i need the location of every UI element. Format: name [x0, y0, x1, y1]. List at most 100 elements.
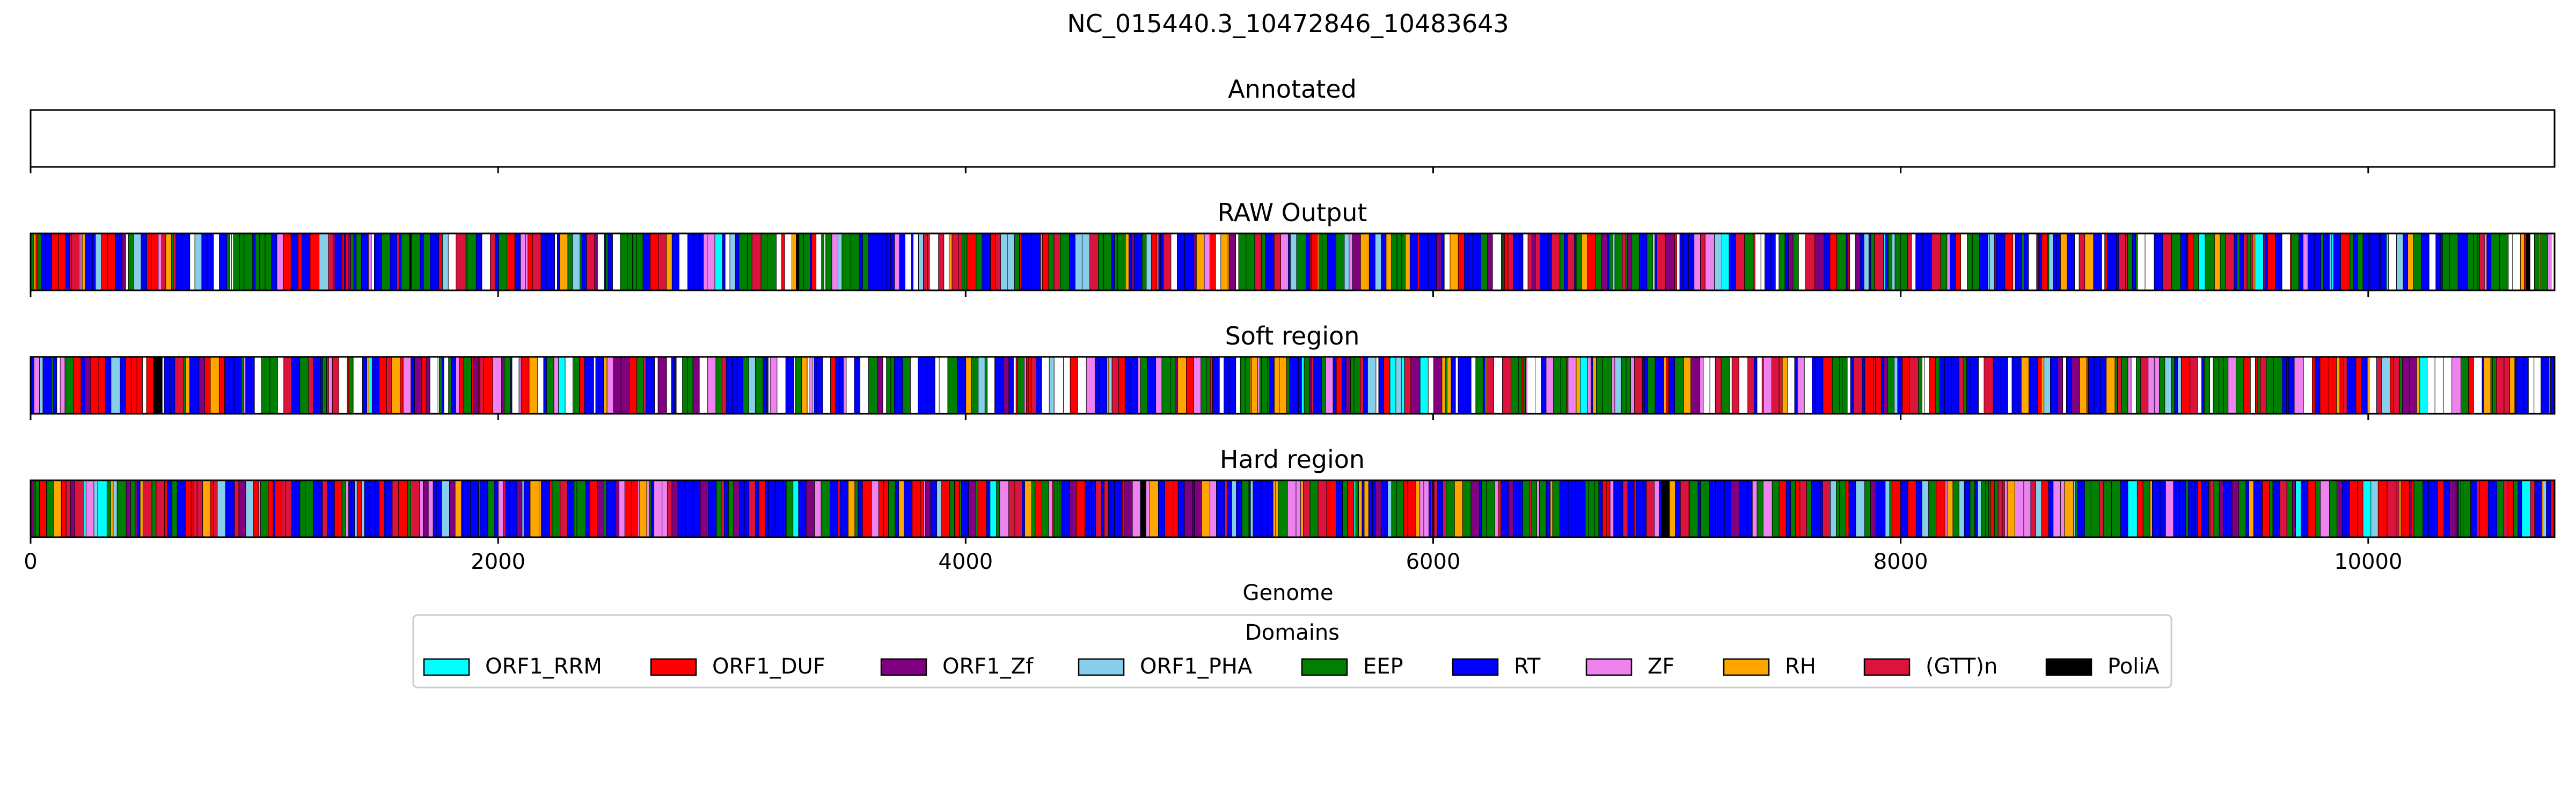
domain-segment: [1261, 233, 1266, 291]
domain-segment: [2443, 356, 2453, 414]
domain-segment: [51, 356, 54, 414]
domain-segment: [1659, 480, 1662, 538]
domain-segment: [2209, 356, 2214, 414]
domain-segment: [1532, 233, 1536, 291]
domain-segment: [1931, 233, 1941, 291]
domain-segment: [2273, 356, 2283, 414]
domain-segment: [1574, 233, 1577, 291]
domain-segment: [1111, 356, 1119, 414]
domain-segment: [421, 356, 427, 414]
domain-segment: [1319, 233, 1322, 291]
domain-segment: [1300, 480, 1304, 538]
legend-title: Domains: [1245, 620, 1340, 645]
domain-segment: [319, 233, 329, 291]
domain-segment: [2041, 356, 2045, 414]
domain-segment: [2154, 233, 2163, 291]
domain-segment: [1887, 356, 1895, 414]
domain-segment: [1486, 480, 1495, 538]
domain-segment: [69, 233, 72, 291]
domain-segment: [2044, 356, 2051, 414]
domain-segment: [830, 480, 838, 538]
domain-segment: [2252, 233, 2256, 291]
domain-segment: [1309, 356, 1312, 414]
domain-segment: [2314, 233, 2321, 291]
domain-segment: [707, 356, 716, 414]
domain-segment: [1246, 233, 1255, 291]
domain-segment: [1870, 480, 1876, 538]
domain-segment: [65, 480, 71, 538]
domain-segment: [538, 480, 542, 538]
legend-swatch: [880, 658, 927, 676]
domain-segment: [2523, 356, 2529, 414]
domain-segment: [2246, 233, 2251, 291]
domain-segment: [2312, 356, 2316, 414]
domain-segment: [996, 480, 1000, 538]
domain-segment: [1622, 233, 1626, 291]
domain-segment: [442, 356, 444, 414]
domain-segment: [995, 233, 1001, 291]
domain-segment: [1842, 356, 1848, 414]
domain-segment: [934, 356, 940, 414]
domain-segment: [682, 356, 688, 414]
domain-segment: [219, 233, 228, 291]
domain-segment: [1194, 356, 1202, 414]
domain-segment: [1935, 356, 1940, 414]
domain-segment: [1267, 480, 1274, 538]
domain-segment: [1386, 233, 1392, 291]
domain-segment: [883, 480, 889, 538]
domain-segment: [1475, 356, 1483, 414]
domain-segment: [2380, 233, 2387, 291]
legend-label: ZF: [1648, 654, 1674, 679]
legend-label: ORF1_RRM: [485, 654, 602, 679]
domain-segment: [1360, 233, 1370, 291]
domain-segment: [1642, 356, 1645, 414]
domain-segment: [843, 356, 847, 414]
domain-segment: [816, 233, 822, 291]
domain-segment: [2507, 480, 2514, 538]
domain-segment: [520, 233, 526, 291]
domain-segment: [699, 233, 704, 291]
domain-segment: [2249, 480, 2254, 538]
domain-segment: [85, 480, 94, 538]
domain-segment: [1581, 233, 1588, 291]
domain-segment: [1193, 233, 1197, 291]
domain-segment: [1661, 480, 1670, 538]
domain-segment: [115, 233, 122, 291]
domain-segment: [487, 480, 495, 538]
domain-segment: [1535, 233, 1540, 291]
domain-segment: [1151, 233, 1158, 291]
domain-segment: [1836, 480, 1840, 538]
domain-segment: [254, 356, 262, 414]
track-0: Annotated: [30, 75, 2556, 173]
domain-segment: [271, 233, 277, 291]
domain-segment: [692, 356, 700, 414]
domain-segment: [887, 233, 891, 291]
domain-segment: [1274, 356, 1280, 414]
domain-segment: [1864, 480, 1871, 538]
domain-segment: [1552, 480, 1560, 538]
domain-segment: [726, 356, 733, 414]
domain-segment: [285, 480, 292, 538]
domain-segment: [175, 233, 182, 291]
domain-segment: [1814, 356, 1824, 414]
domain-segment: [2214, 233, 2221, 291]
domain-segment: [1744, 233, 1754, 291]
domain-segment: [2428, 233, 2436, 291]
domain-segment: [821, 233, 824, 291]
domain-segment: [1391, 233, 1397, 291]
domain-segment: [1003, 356, 1009, 414]
domain-segment: [2177, 356, 2182, 414]
domain-segment: [2267, 233, 2275, 291]
domain-segment: [2487, 480, 2498, 538]
domain-segment: [1747, 480, 1753, 538]
domain-segment: [177, 480, 186, 538]
domain-segment: [913, 233, 919, 291]
domain-segment: [1336, 480, 1343, 538]
domain-segment: [1832, 356, 1840, 414]
domain-segment: [1372, 480, 1376, 538]
domain-segment: [65, 233, 70, 291]
domain-segment: [1736, 233, 1745, 291]
domain-segment: [1762, 480, 1773, 538]
domain-segment: [1874, 356, 1876, 414]
domain-segment: [1799, 480, 1807, 538]
